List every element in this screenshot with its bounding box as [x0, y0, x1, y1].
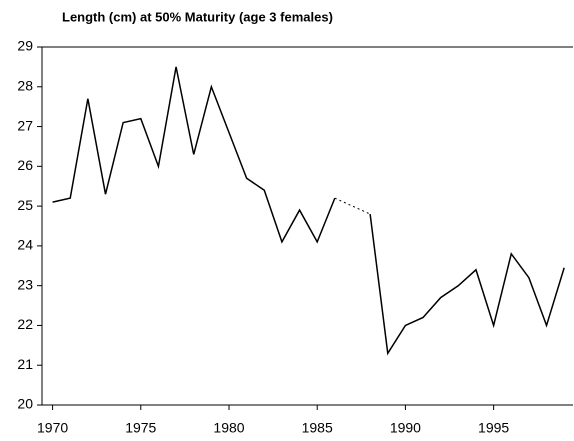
- x-tick-label: 1970: [37, 420, 68, 436]
- y-tick-label: 28: [17, 77, 33, 93]
- y-tick-label: 24: [17, 237, 33, 253]
- y-tick-label: 27: [17, 117, 33, 133]
- x-tick-label: 1975: [125, 420, 156, 436]
- y-tick-label: 23: [17, 276, 33, 292]
- gap-connector: [334, 197, 371, 215]
- data-line: [52, 66, 336, 244]
- y-tick-label: 25: [17, 197, 33, 213]
- y-tick-label: 20: [17, 396, 33, 412]
- x-tick-label: 1995: [478, 420, 509, 436]
- data-line: [369, 213, 565, 356]
- x-tick-label: 1985: [302, 420, 333, 436]
- chart-title: Length (cm) at 50% Maturity (age 3 femal…: [62, 9, 333, 24]
- y-tick-label: 22: [17, 316, 33, 332]
- y-tick-label: 29: [17, 38, 33, 54]
- x-tick-label: 1990: [390, 420, 421, 436]
- x-tick-label: 1980: [213, 420, 244, 436]
- y-tick-label: 21: [17, 356, 33, 372]
- y-tick-label: 26: [17, 157, 33, 173]
